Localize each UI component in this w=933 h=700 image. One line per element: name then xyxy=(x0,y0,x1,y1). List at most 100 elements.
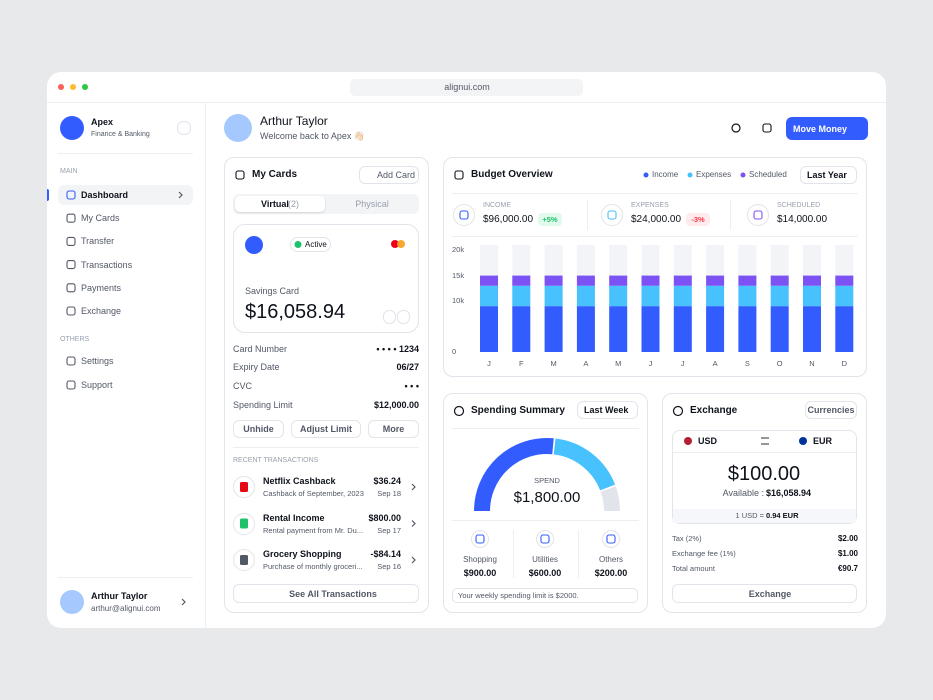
x-tick-label: F xyxy=(519,359,524,368)
card-prev[interactable] xyxy=(383,310,396,324)
bar xyxy=(609,275,628,286)
panel-title: Spending Summary xyxy=(471,405,565,416)
mastercard xyxy=(397,240,405,248)
bar xyxy=(576,285,595,307)
window-dot xyxy=(58,84,64,90)
button-label: Currencies xyxy=(807,405,855,415)
nav-item[interactable]: Exchange xyxy=(81,306,122,316)
stat-glyph xyxy=(459,210,469,220)
transaction-name: Rental Income xyxy=(263,512,325,523)
action-button[interactable] xyxy=(233,420,284,438)
x-tick-label: O xyxy=(776,359,783,368)
stat-value: $24,000.00 xyxy=(631,214,682,225)
divider xyxy=(452,520,639,521)
card-status: Active xyxy=(305,239,327,249)
item-icon xyxy=(602,530,620,548)
user-email: arthur@alignui.com xyxy=(91,604,161,613)
item-value: $900.00 xyxy=(463,568,497,578)
sidebar-border xyxy=(205,102,206,628)
exchange-box xyxy=(672,430,857,524)
stat-change: -3% xyxy=(691,214,705,224)
flag-eur xyxy=(799,437,807,445)
see-all-button[interactable] xyxy=(233,584,419,603)
spending-icon xyxy=(453,405,465,417)
bar xyxy=(512,275,531,286)
tab-active[interactable] xyxy=(235,196,325,212)
stat-change: +5% xyxy=(542,214,558,224)
move-money-button[interactable] xyxy=(786,117,868,140)
nav-item[interactable]: Dashboard xyxy=(81,190,129,200)
brand-logo xyxy=(60,116,84,140)
stat-icon xyxy=(747,204,769,226)
nav-item[interactable]: Transactions xyxy=(81,259,133,270)
bar xyxy=(770,285,789,307)
rate-strip xyxy=(673,509,856,523)
bar xyxy=(738,285,757,307)
panel-title: Exchange xyxy=(690,405,738,416)
tab-physical[interactable]: Physical xyxy=(355,199,389,209)
item-icon xyxy=(471,530,489,548)
nav-indicator xyxy=(47,189,49,201)
chevron xyxy=(411,520,416,527)
transaction-name: Netflix Cashback xyxy=(263,476,336,486)
add-card-button[interactable] xyxy=(359,166,419,184)
bar xyxy=(673,275,692,286)
bar xyxy=(835,275,854,286)
button-label: More xyxy=(382,424,405,434)
item-value: $200.00 xyxy=(594,568,628,578)
detail-label: Card Number xyxy=(233,344,288,354)
x-tick-label: S xyxy=(744,359,750,368)
exchange-button[interactable] xyxy=(672,584,857,603)
detail-label: Expiry Date xyxy=(233,362,280,372)
nav-item[interactable]: Settings xyxy=(81,356,114,366)
action-button[interactable] xyxy=(368,420,419,438)
divider xyxy=(58,153,193,154)
bar xyxy=(609,306,628,352)
transaction-logo xyxy=(240,482,248,492)
y-tick-label: 15k xyxy=(452,270,465,280)
exchange-panel xyxy=(662,393,867,613)
x-tick-label: A xyxy=(583,359,589,368)
nav-icon xyxy=(66,213,76,223)
currency-to[interactable]: EUR xyxy=(813,436,833,446)
card-next[interactable] xyxy=(397,310,410,324)
legend-dot xyxy=(687,172,693,178)
nav-icon xyxy=(66,356,76,366)
rate-right: 0.94 EUR xyxy=(766,511,799,520)
section-label: MAIN xyxy=(60,168,78,175)
nav-item[interactable]: Payments xyxy=(81,282,122,293)
period-dropdown[interactable] xyxy=(800,166,857,184)
gauge-total: $1,800.00 xyxy=(513,488,581,506)
brand-switch[interactable] xyxy=(177,121,191,135)
nav-icon xyxy=(66,306,76,316)
bar xyxy=(544,275,563,286)
dropdown-label: Last Week xyxy=(584,405,629,415)
nav-icon xyxy=(66,260,76,270)
transaction-amount: $800.00 xyxy=(368,512,401,523)
bar xyxy=(835,285,854,307)
detail-label: CVC xyxy=(233,381,253,391)
x-tick-label: J xyxy=(648,359,653,368)
panel-title: Budget Overview xyxy=(471,169,553,180)
period-dropdown[interactable] xyxy=(577,401,638,419)
nav-item[interactable]: My Cards xyxy=(81,213,120,224)
transaction-date: Sep 18 xyxy=(377,489,401,498)
currencies-button[interactable] xyxy=(805,401,857,419)
section-label: OTHERS xyxy=(60,336,90,343)
x-tick-label: M xyxy=(550,359,557,368)
currency-from[interactable]: USD xyxy=(698,436,718,446)
button-label: Exchange xyxy=(748,588,792,599)
stat-divider xyxy=(730,200,731,230)
transaction-amount: $36.24 xyxy=(373,476,401,486)
window-dot xyxy=(82,84,88,90)
item-value: $600.00 xyxy=(528,568,562,578)
legend-label: Income xyxy=(652,170,679,179)
action-button[interactable] xyxy=(291,420,361,438)
x-tick-label: A xyxy=(712,359,718,368)
item-glyph xyxy=(475,534,485,544)
bar xyxy=(609,285,628,307)
bar xyxy=(480,275,498,286)
button-label: See All Transactions xyxy=(289,588,377,599)
nav-item[interactable]: Transfer xyxy=(81,236,115,247)
nav-item[interactable]: Support xyxy=(81,380,113,390)
